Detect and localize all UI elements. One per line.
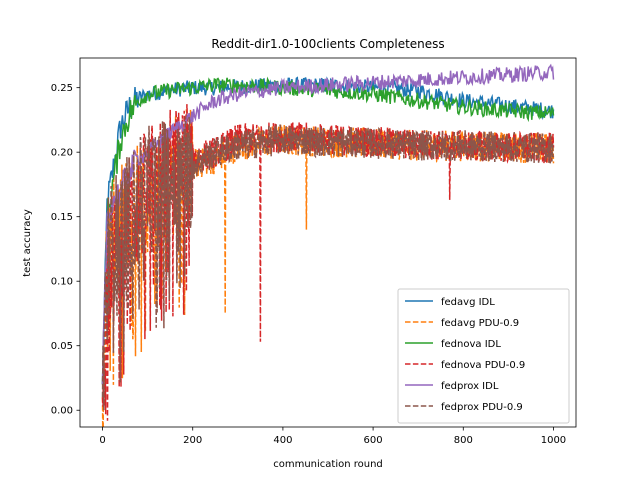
legend-label: fedavg PDU-0.9	[441, 318, 519, 329]
x-axis-label: communication round	[273, 459, 383, 470]
y-tick-label: 0.10	[51, 277, 73, 288]
x-tick-label: 0	[99, 435, 105, 446]
y-tick-label: 0.25	[51, 83, 73, 94]
y-tick-label: 0.05	[51, 341, 73, 352]
y-axis-label: test accuracy	[22, 209, 33, 277]
legend-box	[397, 288, 570, 424]
legend: fedavg IDL fedavg PDU-0.9 fednova IDL fedno…	[397, 288, 570, 424]
series-line-fednova-pdu-0-9	[101, 104, 555, 421]
series-line-fedprox-pdu-0-9	[101, 116, 555, 411]
legend-label: fednova IDL	[441, 339, 501, 350]
y-tick-label: 0.20	[51, 148, 73, 159]
y-tick-label: 0.15	[51, 212, 73, 223]
x-tick-label: 800	[454, 435, 473, 446]
legend-label: fednova PDU-0.9	[441, 360, 525, 371]
x-tick-label: 600	[364, 435, 383, 446]
legend-label: fedprox PDU-0.9	[441, 402, 523, 413]
chart-title: Reddit-dir1.0-100clients Completeness	[211, 37, 444, 51]
x-tick-label: 200	[183, 435, 202, 446]
x-tick-label: 1000	[541, 435, 566, 446]
x-tick-label: 400	[273, 435, 292, 446]
plot-lines	[101, 63, 555, 427]
legend-label: fedavg IDL	[441, 297, 495, 308]
y-tick-label: 0.00	[51, 406, 73, 417]
plot-frame	[79, 57, 577, 428]
axes: 0 200 400 600 800 1000 0.00 0.05 0.10 0.15 0.20 0.2…	[51, 57, 577, 446]
legend-label: fedprox IDL	[441, 381, 499, 392]
